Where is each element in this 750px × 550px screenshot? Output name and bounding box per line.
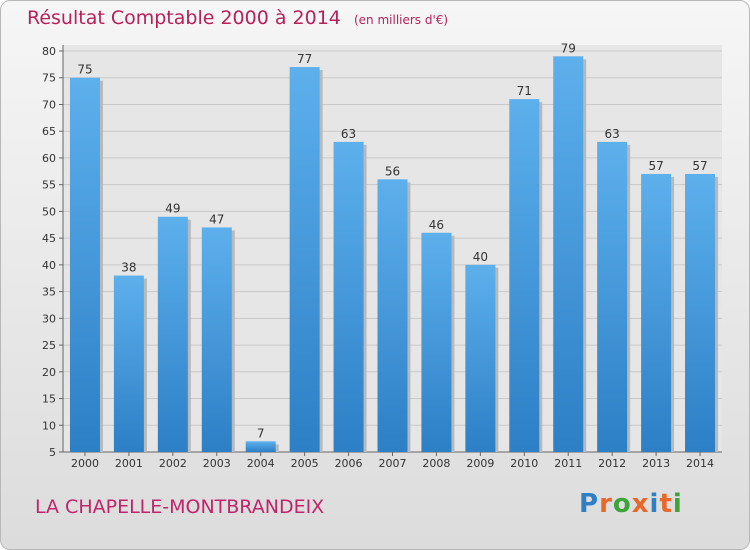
bar-2006 <box>333 141 364 453</box>
value-label: 7 <box>257 426 265 440</box>
title-row: Résultat Comptable 2000 à 2014 (en milli… <box>27 7 448 29</box>
bar-2000 <box>69 77 100 452</box>
y-tick-label: 25 <box>42 339 56 352</box>
value-label: 63 <box>605 127 620 141</box>
x-tick-label: 2009 <box>466 457 494 470</box>
proxiti-logo: Proxiti <box>579 489 683 519</box>
x-tick-label: 2007 <box>379 457 407 470</box>
labels: 5 10 15 20 25 30 35 40 45 50 55 60 65 70 75 80 75 2000 38 2… <box>42 41 714 470</box>
bars <box>69 56 719 453</box>
value-label: 49 <box>165 202 180 216</box>
x-tick-label: 2002 <box>159 457 187 470</box>
bar-2009 <box>465 264 496 452</box>
logo-letter: o <box>612 489 632 519</box>
bar-2010 <box>509 99 540 453</box>
x-tick-label: 2013 <box>642 457 670 470</box>
chart-title: Résultat Comptable 2000 à 2014 <box>27 7 341 29</box>
bar-2004 <box>245 441 276 452</box>
y-tick-label: 40 <box>42 259 56 272</box>
commune-name: LA CHAPELLE-MONTBRANDEIX <box>35 496 325 518</box>
y-tick-label: 45 <box>42 232 56 245</box>
value-label: 47 <box>209 212 224 226</box>
logo-letter: i <box>649 489 660 519</box>
bar-2001 <box>113 275 144 452</box>
y-tick-label: 70 <box>42 98 56 111</box>
y-tick-label: 50 <box>42 205 56 218</box>
x-tick-label: 2006 <box>335 457 363 470</box>
bar-2005 <box>289 67 320 452</box>
y-tick-label: 30 <box>42 312 56 325</box>
value-label: 71 <box>517 84 532 98</box>
bar-2007 <box>377 179 408 452</box>
bar-2012 <box>597 141 628 453</box>
value-label: 63 <box>341 127 356 141</box>
logo-letter: t <box>659 489 673 519</box>
value-label: 57 <box>648 159 663 173</box>
x-tick-label: 2000 <box>71 457 99 470</box>
value-label: 77 <box>297 52 312 66</box>
bar-2014 <box>685 173 716 452</box>
y-tick-label: 75 <box>42 72 56 85</box>
x-tick-label: 2011 <box>554 457 582 470</box>
x-tick-label: 2008 <box>422 457 450 470</box>
y-tick-label: 5 <box>49 446 56 459</box>
x-tick-label: 2004 <box>247 457 275 470</box>
chart-subtitle: (en milliers d'€) <box>353 13 449 27</box>
y-tick-label: 35 <box>42 286 56 299</box>
x-tick-label: 2003 <box>203 457 231 470</box>
logo-letter: i <box>672 489 683 519</box>
y-tick-label: 15 <box>42 393 56 406</box>
x-tick-label: 2010 <box>510 457 538 470</box>
value-label: 79 <box>561 41 576 55</box>
value-label: 75 <box>77 63 92 77</box>
bar-2003 <box>201 227 232 452</box>
logo-letter: P <box>579 489 600 519</box>
value-label: 56 <box>385 164 400 178</box>
bar-2011 <box>553 56 584 452</box>
y-tick-label: 65 <box>42 125 56 138</box>
logo-letter: r <box>599 489 613 519</box>
x-tick-label: 2012 <box>598 457 626 470</box>
value-label: 46 <box>429 218 444 232</box>
bar-2013 <box>641 173 672 452</box>
x-tick-label: 2005 <box>291 457 319 470</box>
y-tick-label: 80 <box>42 45 56 58</box>
y-tick-label: 20 <box>42 366 56 379</box>
x-tick-label: 2014 <box>686 457 714 470</box>
y-tick-label: 55 <box>42 179 56 192</box>
value-label: 38 <box>121 261 136 275</box>
logo-letter: x <box>631 489 650 519</box>
value-label: 40 <box>473 250 488 264</box>
y-tick-label: 60 <box>42 152 56 165</box>
value-label: 57 <box>692 159 707 173</box>
y-tick-label: 10 <box>42 419 56 432</box>
bar-2008 <box>421 232 452 452</box>
x-tick-label: 2001 <box>115 457 143 470</box>
bar-2002 <box>157 216 188 452</box>
